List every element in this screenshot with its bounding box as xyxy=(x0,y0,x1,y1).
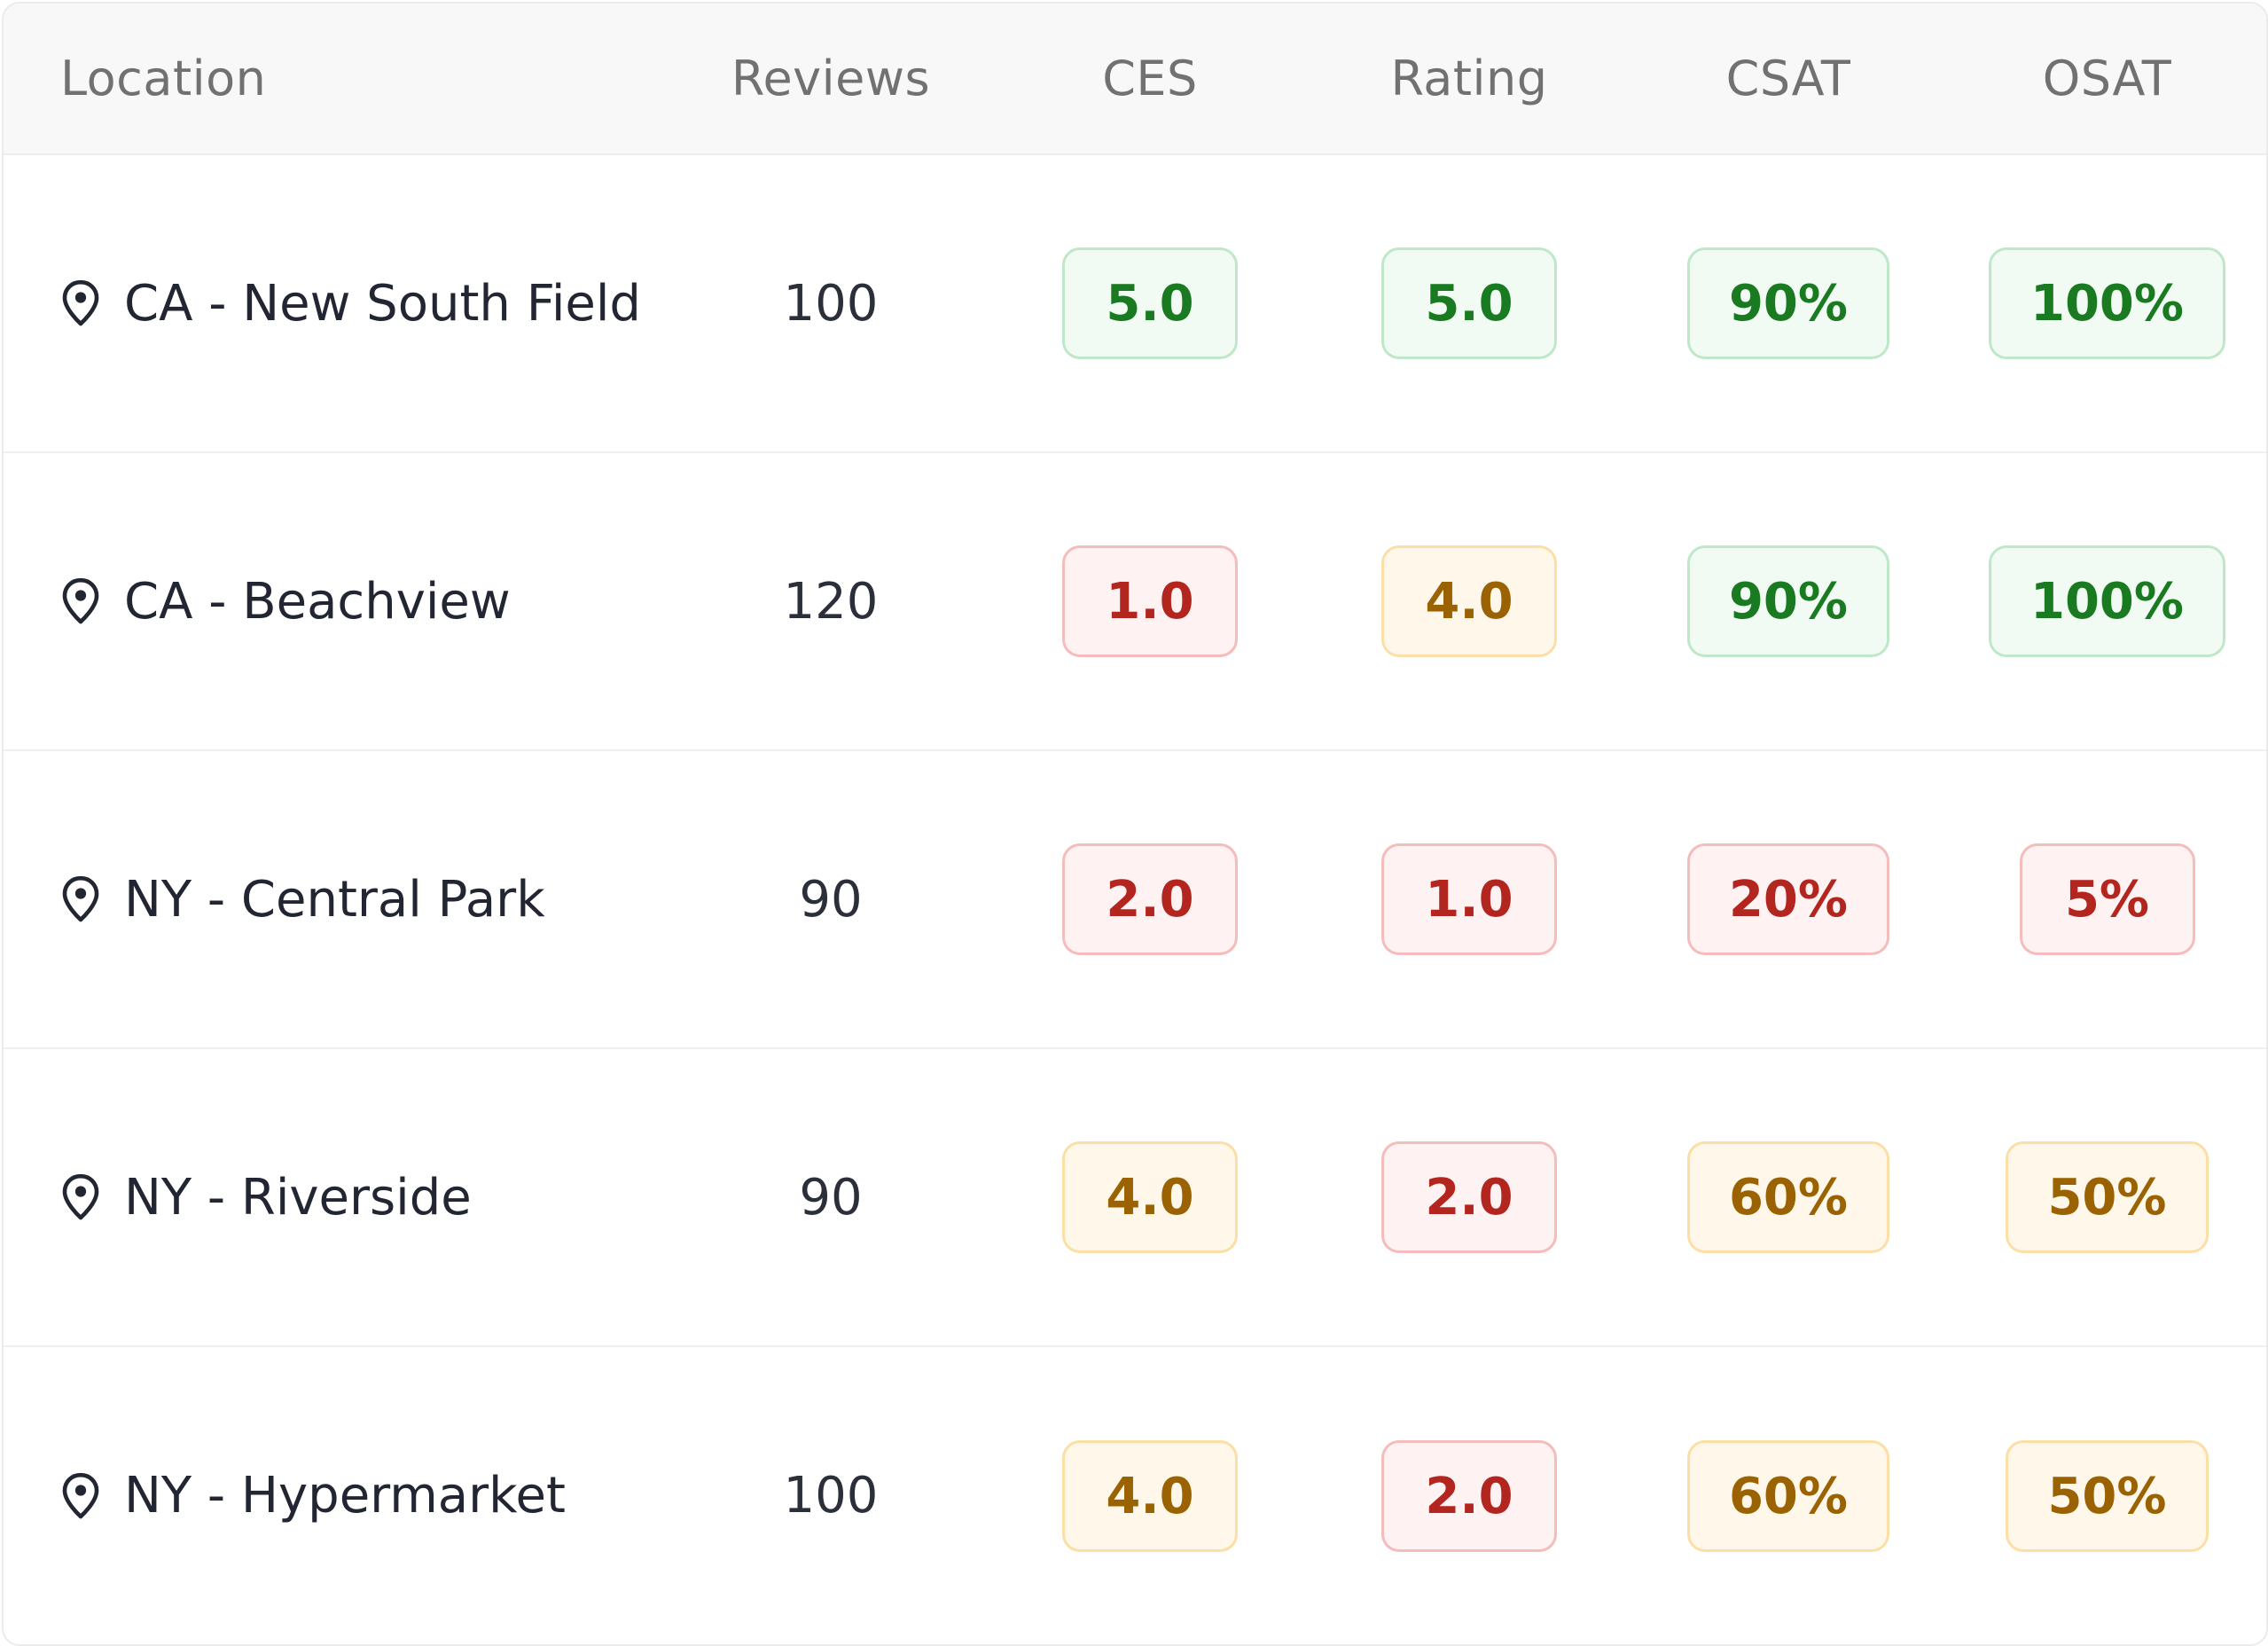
csat-cell: 60% xyxy=(1629,1345,1948,1644)
table-body: CA - New South Field 100 5.0 5.0 90% 100… xyxy=(4,154,2266,1644)
csat-badge: 60% xyxy=(1686,1141,1890,1253)
rating-cell: 1.0 xyxy=(1310,749,1629,1048)
map-pin-icon xyxy=(62,1173,99,1220)
column-header-csat[interactable]: CSAT xyxy=(1629,4,1948,155)
rating-badge: 2.0 xyxy=(1381,1439,1557,1552)
ces-cell: 4.0 xyxy=(990,1047,1310,1346)
map-pin-icon xyxy=(62,577,99,624)
csat-badge: 90% xyxy=(1686,545,1890,657)
csat-badge: 60% xyxy=(1686,1439,1890,1552)
location-cell: CA - New South Field xyxy=(4,154,671,452)
ces-badge: 5.0 xyxy=(1062,247,1238,359)
ces-badge: 4.0 xyxy=(1062,1439,1238,1552)
map-pin-icon xyxy=(62,1472,99,1518)
ces-cell: 5.0 xyxy=(990,154,1310,452)
rating-cell: 5.0 xyxy=(1310,154,1629,452)
csat-badge: 90% xyxy=(1686,247,1890,359)
osat-cell: 50% xyxy=(1948,1345,2266,1644)
location-name[interactable]: NY - Riverside xyxy=(124,1168,472,1227)
reviews-cell: 120 xyxy=(671,451,990,750)
reviews-count: 100 xyxy=(783,274,879,333)
location-name[interactable]: NY - Central Park xyxy=(124,870,545,929)
rating-cell: 4.0 xyxy=(1310,451,1629,750)
column-header-location[interactable]: Location xyxy=(4,4,671,155)
reviews-cell: 100 xyxy=(671,154,990,452)
location-wrap: CA - New South Field xyxy=(60,275,671,333)
csat-badge: 20% xyxy=(1686,843,1890,955)
table-row[interactable]: CA - Beachview 120 1.0 4.0 90% 100% xyxy=(4,451,2266,750)
column-header-reviews[interactable]: Reviews xyxy=(671,4,990,155)
location-name[interactable]: CA - New South Field xyxy=(124,274,641,333)
rating-badge: 2.0 xyxy=(1381,1141,1557,1253)
map-pin-icon xyxy=(62,875,99,922)
rating-badge: 4.0 xyxy=(1381,545,1557,657)
location-wrap: CA - Beachview xyxy=(60,573,671,631)
table-row[interactable]: CA - New South Field 100 5.0 5.0 90% 100… xyxy=(4,154,2266,452)
reviews-count: 100 xyxy=(783,1467,879,1525)
rating-badge: 5.0 xyxy=(1381,247,1557,359)
rating-cell: 2.0 xyxy=(1310,1345,1629,1644)
osat-badge: 50% xyxy=(2006,1439,2209,1552)
osat-cell: 5% xyxy=(1948,749,2266,1048)
location-name[interactable]: NY - Hypermarket xyxy=(124,1467,566,1525)
ces-badge: 2.0 xyxy=(1062,843,1238,955)
location-cell: NY - Central Park xyxy=(4,749,671,1048)
location-name[interactable]: CA - Beachview xyxy=(124,572,511,631)
location-cell: NY - Riverside xyxy=(4,1047,671,1346)
header-row: Location Reviews CES Rating CSAT OSAT xyxy=(4,4,2266,155)
location-wrap: NY - Hypermarket xyxy=(60,1467,671,1525)
rating-badge: 1.0 xyxy=(1381,843,1557,955)
osat-badge: 100% xyxy=(1988,545,2225,657)
table-header: Location Reviews CES Rating CSAT OSAT xyxy=(4,4,2266,155)
reviews-count: 120 xyxy=(783,572,879,631)
osat-badge: 5% xyxy=(2019,843,2195,955)
reviews-count: 90 xyxy=(799,1168,863,1227)
osat-badge: 100% xyxy=(1988,247,2225,359)
reviews-count: 90 xyxy=(799,870,863,929)
osat-cell: 50% xyxy=(1948,1047,2266,1346)
csat-cell: 90% xyxy=(1629,154,1948,452)
osat-badge: 50% xyxy=(2006,1141,2209,1253)
osat-cell: 100% xyxy=(1948,154,2266,452)
osat-cell: 100% xyxy=(1948,451,2266,750)
location-cell: NY - Hypermarket xyxy=(4,1345,671,1644)
reviews-cell: 90 xyxy=(671,1047,990,1346)
ces-cell: 4.0 xyxy=(990,1345,1310,1644)
location-wrap: NY - Riverside xyxy=(60,1169,671,1227)
csat-cell: 20% xyxy=(1629,749,1948,1048)
reviews-cell: 90 xyxy=(671,749,990,1048)
ces-cell: 2.0 xyxy=(990,749,1310,1048)
column-header-osat[interactable]: OSAT xyxy=(1948,4,2266,155)
table-row[interactable]: NY - Hypermarket 100 4.0 2.0 60% 50% xyxy=(4,1345,2266,1644)
reviews-cell: 100 xyxy=(671,1345,990,1644)
csat-cell: 60% xyxy=(1629,1047,1948,1346)
column-header-ces[interactable]: CES xyxy=(990,4,1310,155)
ces-cell: 1.0 xyxy=(990,451,1310,750)
table-row[interactable]: NY - Central Park 90 2.0 1.0 20% 5% xyxy=(4,749,2266,1048)
locations-table: Location Reviews CES Rating CSAT OSAT CA… xyxy=(4,4,2266,1644)
map-pin-icon xyxy=(62,279,99,326)
ces-badge: 1.0 xyxy=(1062,545,1238,657)
location-wrap: NY - Central Park xyxy=(60,871,671,929)
column-header-rating[interactable]: Rating xyxy=(1310,4,1629,155)
table-row[interactable]: NY - Riverside 90 4.0 2.0 60% 50% xyxy=(4,1047,2266,1346)
csat-cell: 90% xyxy=(1629,451,1948,750)
rating-cell: 2.0 xyxy=(1310,1047,1629,1346)
ces-badge: 4.0 xyxy=(1062,1141,1238,1253)
location-cell: CA - Beachview xyxy=(4,451,671,750)
